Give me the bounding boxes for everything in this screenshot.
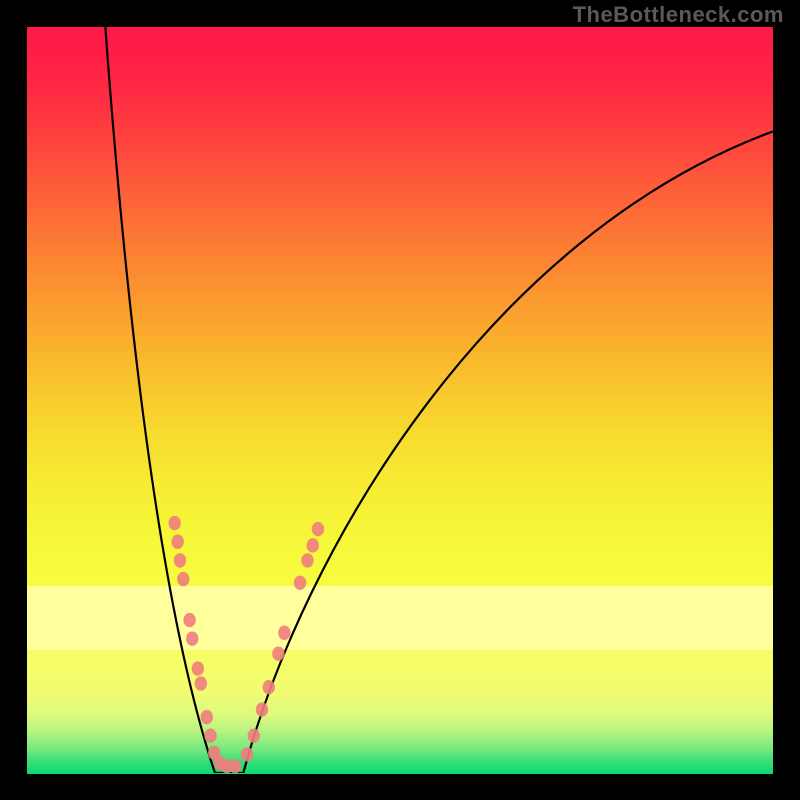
- data-marker: [256, 702, 268, 716]
- data-marker: [204, 729, 216, 743]
- data-marker: [263, 680, 275, 694]
- data-marker: [294, 576, 306, 590]
- curve-layer: [27, 27, 773, 773]
- data-marker: [183, 613, 195, 627]
- data-marker: [171, 535, 183, 549]
- data-marker: [192, 661, 204, 675]
- data-marker: [272, 646, 284, 660]
- plot-area: [27, 27, 773, 773]
- data-marker: [169, 516, 181, 530]
- data-marker: [248, 729, 260, 743]
- chart-container: { "watermark": { "text": "TheBottleneck.…: [0, 0, 800, 800]
- data-marker: [278, 626, 290, 640]
- data-marker: [229, 759, 241, 773]
- v-curve: [105, 27, 773, 773]
- data-marker: [301, 553, 313, 567]
- data-marker: [307, 538, 319, 552]
- data-marker: [174, 553, 186, 567]
- data-marker: [177, 572, 189, 586]
- data-marker: [201, 710, 213, 724]
- data-marker: [195, 676, 207, 690]
- data-marker: [312, 522, 324, 536]
- data-marker: [241, 747, 253, 761]
- watermark-label: TheBottleneck.com: [573, 2, 784, 28]
- data-marker: [186, 632, 198, 646]
